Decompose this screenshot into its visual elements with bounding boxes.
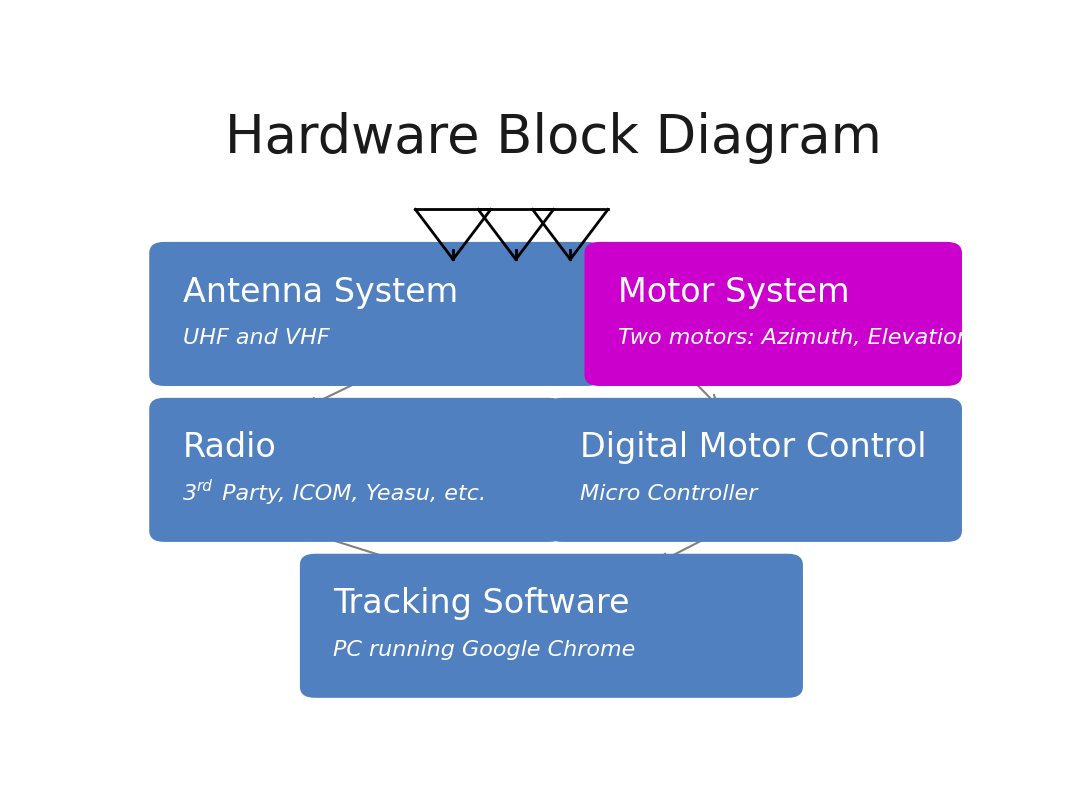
Text: Antenna System: Antenna System [183,275,458,309]
FancyBboxPatch shape [149,242,602,386]
FancyBboxPatch shape [300,554,802,698]
Text: Micro Controller: Micro Controller [580,484,758,504]
Text: rd: rd [197,479,212,493]
FancyBboxPatch shape [546,398,962,542]
Text: Radio: Radio [183,432,276,464]
Text: Party, ICOM, Yeasu, etc.: Party, ICOM, Yeasu, etc. [215,484,486,504]
FancyBboxPatch shape [149,398,565,542]
FancyBboxPatch shape [584,242,962,386]
Text: Hardware Block Diagram: Hardware Block Diagram [225,112,882,164]
Text: UHF and VHF: UHF and VHF [183,328,329,348]
Text: 3: 3 [183,484,197,504]
Text: Two motors: Azimuth, Elevation: Two motors: Azimuth, Elevation [618,328,971,348]
Text: Motor System: Motor System [618,275,850,309]
Text: PC running Google Chrome: PC running Google Chrome [334,640,636,660]
Text: Tracking Software: Tracking Software [334,587,630,620]
Text: Digital Motor Control: Digital Motor Control [580,432,927,464]
